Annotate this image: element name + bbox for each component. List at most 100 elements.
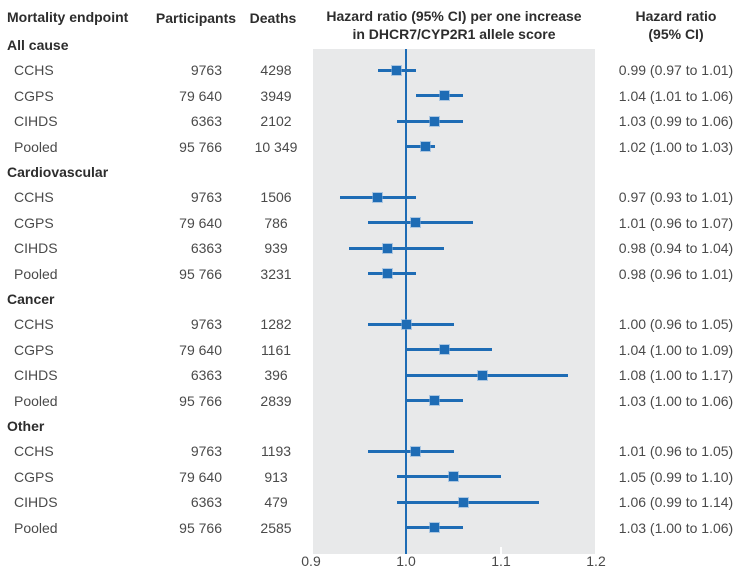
hr-marker: [373, 192, 382, 202]
column-header-deaths: Deaths: [249, 10, 297, 26]
hr-marker: [411, 218, 420, 228]
axis-tick-label: 1.1: [491, 553, 511, 569]
section-label: Cancer: [7, 291, 55, 307]
participants-value: 6363: [190, 240, 222, 257]
hr-ci-text: 1.08 (1.00 to 1.17): [618, 367, 734, 384]
ci-line: [396, 119, 463, 123]
study-label: CIHDS: [14, 113, 58, 130]
hr-ci-text: 0.98 (0.94 to 1.04): [618, 240, 734, 257]
plot-title-line2: in DHCR7/CYP2R1 allele score: [352, 26, 556, 42]
deaths-value: 396: [264, 367, 288, 384]
study-label: Pooled: [14, 138, 58, 155]
hr-ci-text: 0.98 (0.96 to 1.01): [618, 265, 734, 282]
hr-ci-text: 0.99 (0.97 to 1.01): [618, 62, 734, 79]
participants-value: 9763: [190, 316, 222, 333]
deaths-value: 786: [264, 214, 288, 231]
hr-column-header-line2: (95% CI): [648, 26, 704, 42]
study-label: CGPS: [14, 468, 54, 485]
hr-ci-text: 1.04 (1.00 to 1.09): [618, 341, 734, 358]
study-label: CIHDS: [14, 367, 58, 384]
study-label: CGPS: [14, 87, 54, 104]
deaths-value: 1506: [260, 189, 292, 206]
deaths-value: 4298: [260, 62, 292, 79]
deaths-value: 939: [264, 240, 288, 257]
participants-value: 79 640: [179, 341, 222, 358]
study-label: CIHDS: [14, 494, 58, 511]
hr-ci-text: 1.06 (0.99 to 1.14): [618, 494, 734, 511]
study-label: CCHS: [14, 443, 54, 460]
study-label: Pooled: [14, 519, 58, 536]
hr-column-header: Hazard ratio (95% CI): [606, 7, 746, 43]
ci-line: [368, 322, 454, 326]
ci-line: [406, 373, 568, 377]
deaths-value: 10 349: [254, 138, 298, 155]
study-label: CCHS: [14, 189, 54, 206]
ci-line: [368, 221, 473, 225]
participants-value: 95 766: [179, 138, 222, 155]
study-label: Pooled: [14, 265, 58, 282]
participants-value: 9763: [190, 189, 222, 206]
deaths-value: 1161: [260, 341, 292, 358]
deaths-value: 3949: [260, 87, 292, 104]
participants-value: 79 640: [179, 87, 222, 104]
hr-ci-text: 1.01 (0.96 to 1.05): [618, 443, 734, 460]
ci-line: [406, 348, 492, 352]
study-label: Pooled: [14, 392, 58, 409]
hr-marker: [439, 91, 449, 101]
hr-ci-text: 1.01 (0.96 to 1.07): [618, 214, 734, 231]
ci-line: [368, 449, 454, 453]
hr-marker: [382, 269, 392, 279]
ci-line: [368, 272, 416, 276]
participants-value: 9763: [190, 443, 222, 460]
hr-marker: [430, 523, 439, 533]
hr-marker: [392, 65, 401, 75]
ci-line: [396, 475, 501, 479]
section-label: Other: [7, 418, 45, 434]
ci-line: [406, 145, 435, 149]
hr-ci-text: 1.03 (0.99 to 1.06): [618, 113, 734, 130]
deaths-value: 1282: [260, 316, 292, 333]
hr-ci-text: 1.03 (1.00 to 1.06): [618, 519, 734, 536]
participants-value: 6363: [190, 494, 222, 511]
hr-marker: [411, 446, 420, 456]
hr-marker: [477, 370, 487, 380]
section-label: Cardiovascular: [7, 164, 109, 180]
hr-marker: [439, 345, 449, 355]
plot-title: Hazard ratio (95% CI) per one increase i…: [308, 7, 600, 43]
section-label: All cause: [7, 37, 69, 53]
participants-value: 79 640: [179, 468, 222, 485]
column-header-participants: Participants: [155, 10, 237, 26]
participants-value: 9763: [190, 62, 222, 79]
study-label: CIHDS: [14, 240, 58, 257]
column-header-endpoint: Mortality endpoint: [7, 9, 129, 25]
study-label: CGPS: [14, 341, 54, 358]
participants-value: 6363: [190, 367, 222, 384]
deaths-value: 2585: [260, 519, 292, 536]
hr-ci-text: 1.00 (0.96 to 1.05): [618, 316, 734, 333]
hr-marker: [382, 243, 392, 253]
study-label: CCHS: [14, 316, 54, 333]
hr-column-header-line1: Hazard ratio: [635, 8, 717, 24]
participants-value: 95 766: [179, 519, 222, 536]
deaths-value: 479: [264, 494, 288, 511]
reference-line: [405, 49, 407, 554]
plot-title-line1: Hazard ratio (95% CI) per one increase: [326, 8, 582, 24]
axis-tick-label: 1.0: [396, 553, 416, 569]
participants-value: 95 766: [179, 392, 222, 409]
deaths-value: 1193: [260, 443, 292, 460]
study-label: CGPS: [14, 214, 54, 231]
hr-marker: [449, 472, 458, 482]
plot-area: [313, 49, 595, 554]
participants-value: 6363: [190, 113, 222, 130]
hr-marker: [430, 396, 439, 406]
hr-ci-text: 1.05 (0.99 to 1.10): [618, 468, 734, 485]
hr-ci-text: 1.02 (1.00 to 1.03): [618, 138, 734, 155]
hr-ci-text: 1.04 (1.01 to 1.06): [618, 87, 734, 104]
study-label: CCHS: [14, 62, 54, 79]
axis-tick-mark: [500, 547, 502, 554]
hr-marker: [401, 319, 411, 329]
ci-line: [349, 246, 444, 250]
hr-marker: [430, 116, 439, 126]
hr-ci-text: 1.03 (1.00 to 1.06): [618, 392, 734, 409]
axis-tick-label: 1.2: [586, 553, 606, 569]
